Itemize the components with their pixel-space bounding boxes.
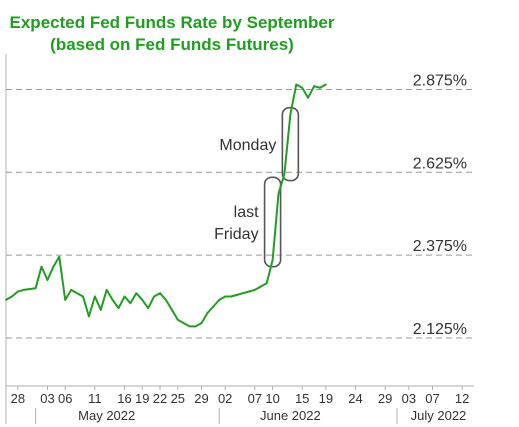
x-tick-label: 19 [319,391,333,406]
series-point [93,295,96,298]
series-point [283,173,286,175]
series-point [88,315,90,318]
annotation-label: last [234,204,259,221]
series-point [247,290,250,293]
annotation-box [281,106,300,182]
series-point [141,298,144,301]
series-point [295,83,298,86]
x-tick-label: 29 [194,391,208,406]
x-tick-label: 07 [425,391,439,406]
y-gridline-label: 2.375% [413,238,467,255]
series-point [230,295,233,298]
series-point [147,307,150,310]
x-month-label: June 2022 [260,408,321,423]
series-point [111,298,114,301]
x-tick-label: 19 [135,391,149,406]
series-point [182,322,185,324]
x-tick-label: 24 [348,391,362,406]
annotations: Monday last Friday [214,106,300,268]
series-point [82,295,84,298]
x-tick-label: 25 [171,391,185,406]
series-point [253,289,256,291]
series-point [200,322,203,324]
series-point [188,325,191,328]
series-point [165,298,167,301]
series-point [313,85,315,88]
series-point [324,83,327,86]
series-point [76,292,78,295]
annotation-label: Monday [219,137,276,154]
series-point [218,298,221,301]
series-point [5,298,7,301]
series-line [5,83,327,328]
series-point [307,96,310,99]
x-tick-label: 02 [218,391,232,406]
x-tick-label: 16 [117,391,131,406]
series-point [212,305,215,308]
series-point [242,292,244,295]
x-tick-label: 10 [265,391,279,406]
series-point [194,325,197,328]
x-tick-label: 03 [402,391,416,406]
series-point [176,318,179,321]
series-point [117,307,120,310]
y-gridline-label: 2.125% [413,321,467,338]
series [5,83,327,328]
series-point [277,192,280,195]
series-point [11,295,13,298]
gridlines: 2.125% 2.375% 2.625% 2.875% [5,54,474,424]
x-tick-label: 28 [11,391,25,406]
x-tick-label: 03 [40,391,54,406]
series-point [70,289,73,291]
x-tick-label: 15 [295,391,309,406]
series-point [289,113,292,116]
x-tick-label: 12 [455,391,469,406]
annotation-box [263,176,282,268]
x-axis: 28 03 06 11 16 19 22 25 29 02 07 10 15 19 24 29 03 07 12Ma… [11,386,469,424]
x-month-label: May 2022 [78,408,135,423]
x-tick-label: 07 [248,391,262,406]
x-tick-label: 06 [58,391,72,406]
x-tick-label: 11 [88,391,102,406]
series-point [271,259,274,262]
annotation-label: Friday [214,226,258,243]
x-tick-label: 29 [378,391,392,406]
series-point [301,86,304,89]
series-point [265,282,268,285]
series-point [159,292,161,295]
chart-subtitle: (based on Fed Funds Futures) [50,35,294,54]
series-point [46,279,49,281]
series-point [123,295,126,298]
series-point [129,302,132,305]
series-point [58,255,61,258]
chart-title: Expected Fed Funds Rate by September [10,13,335,32]
series-point [22,289,25,291]
x-month-label: July 2022 [411,408,467,423]
series-point [153,295,156,298]
x-tick-label: 22 [153,391,167,406]
series-point [40,265,43,268]
y-gridline-label: 2.875% [413,72,467,89]
series-point [16,290,19,293]
series-point [105,289,108,291]
series-point [135,292,138,295]
series-point [34,287,37,290]
series-point [206,312,209,315]
series-point [52,265,55,268]
series-point [224,295,227,298]
series-point [64,298,67,301]
series-point [319,86,321,89]
series-point [236,293,238,296]
series-point [170,308,173,311]
series-point [259,285,262,288]
y-gridline-label: 2.625% [413,155,467,172]
series-point [99,308,102,311]
